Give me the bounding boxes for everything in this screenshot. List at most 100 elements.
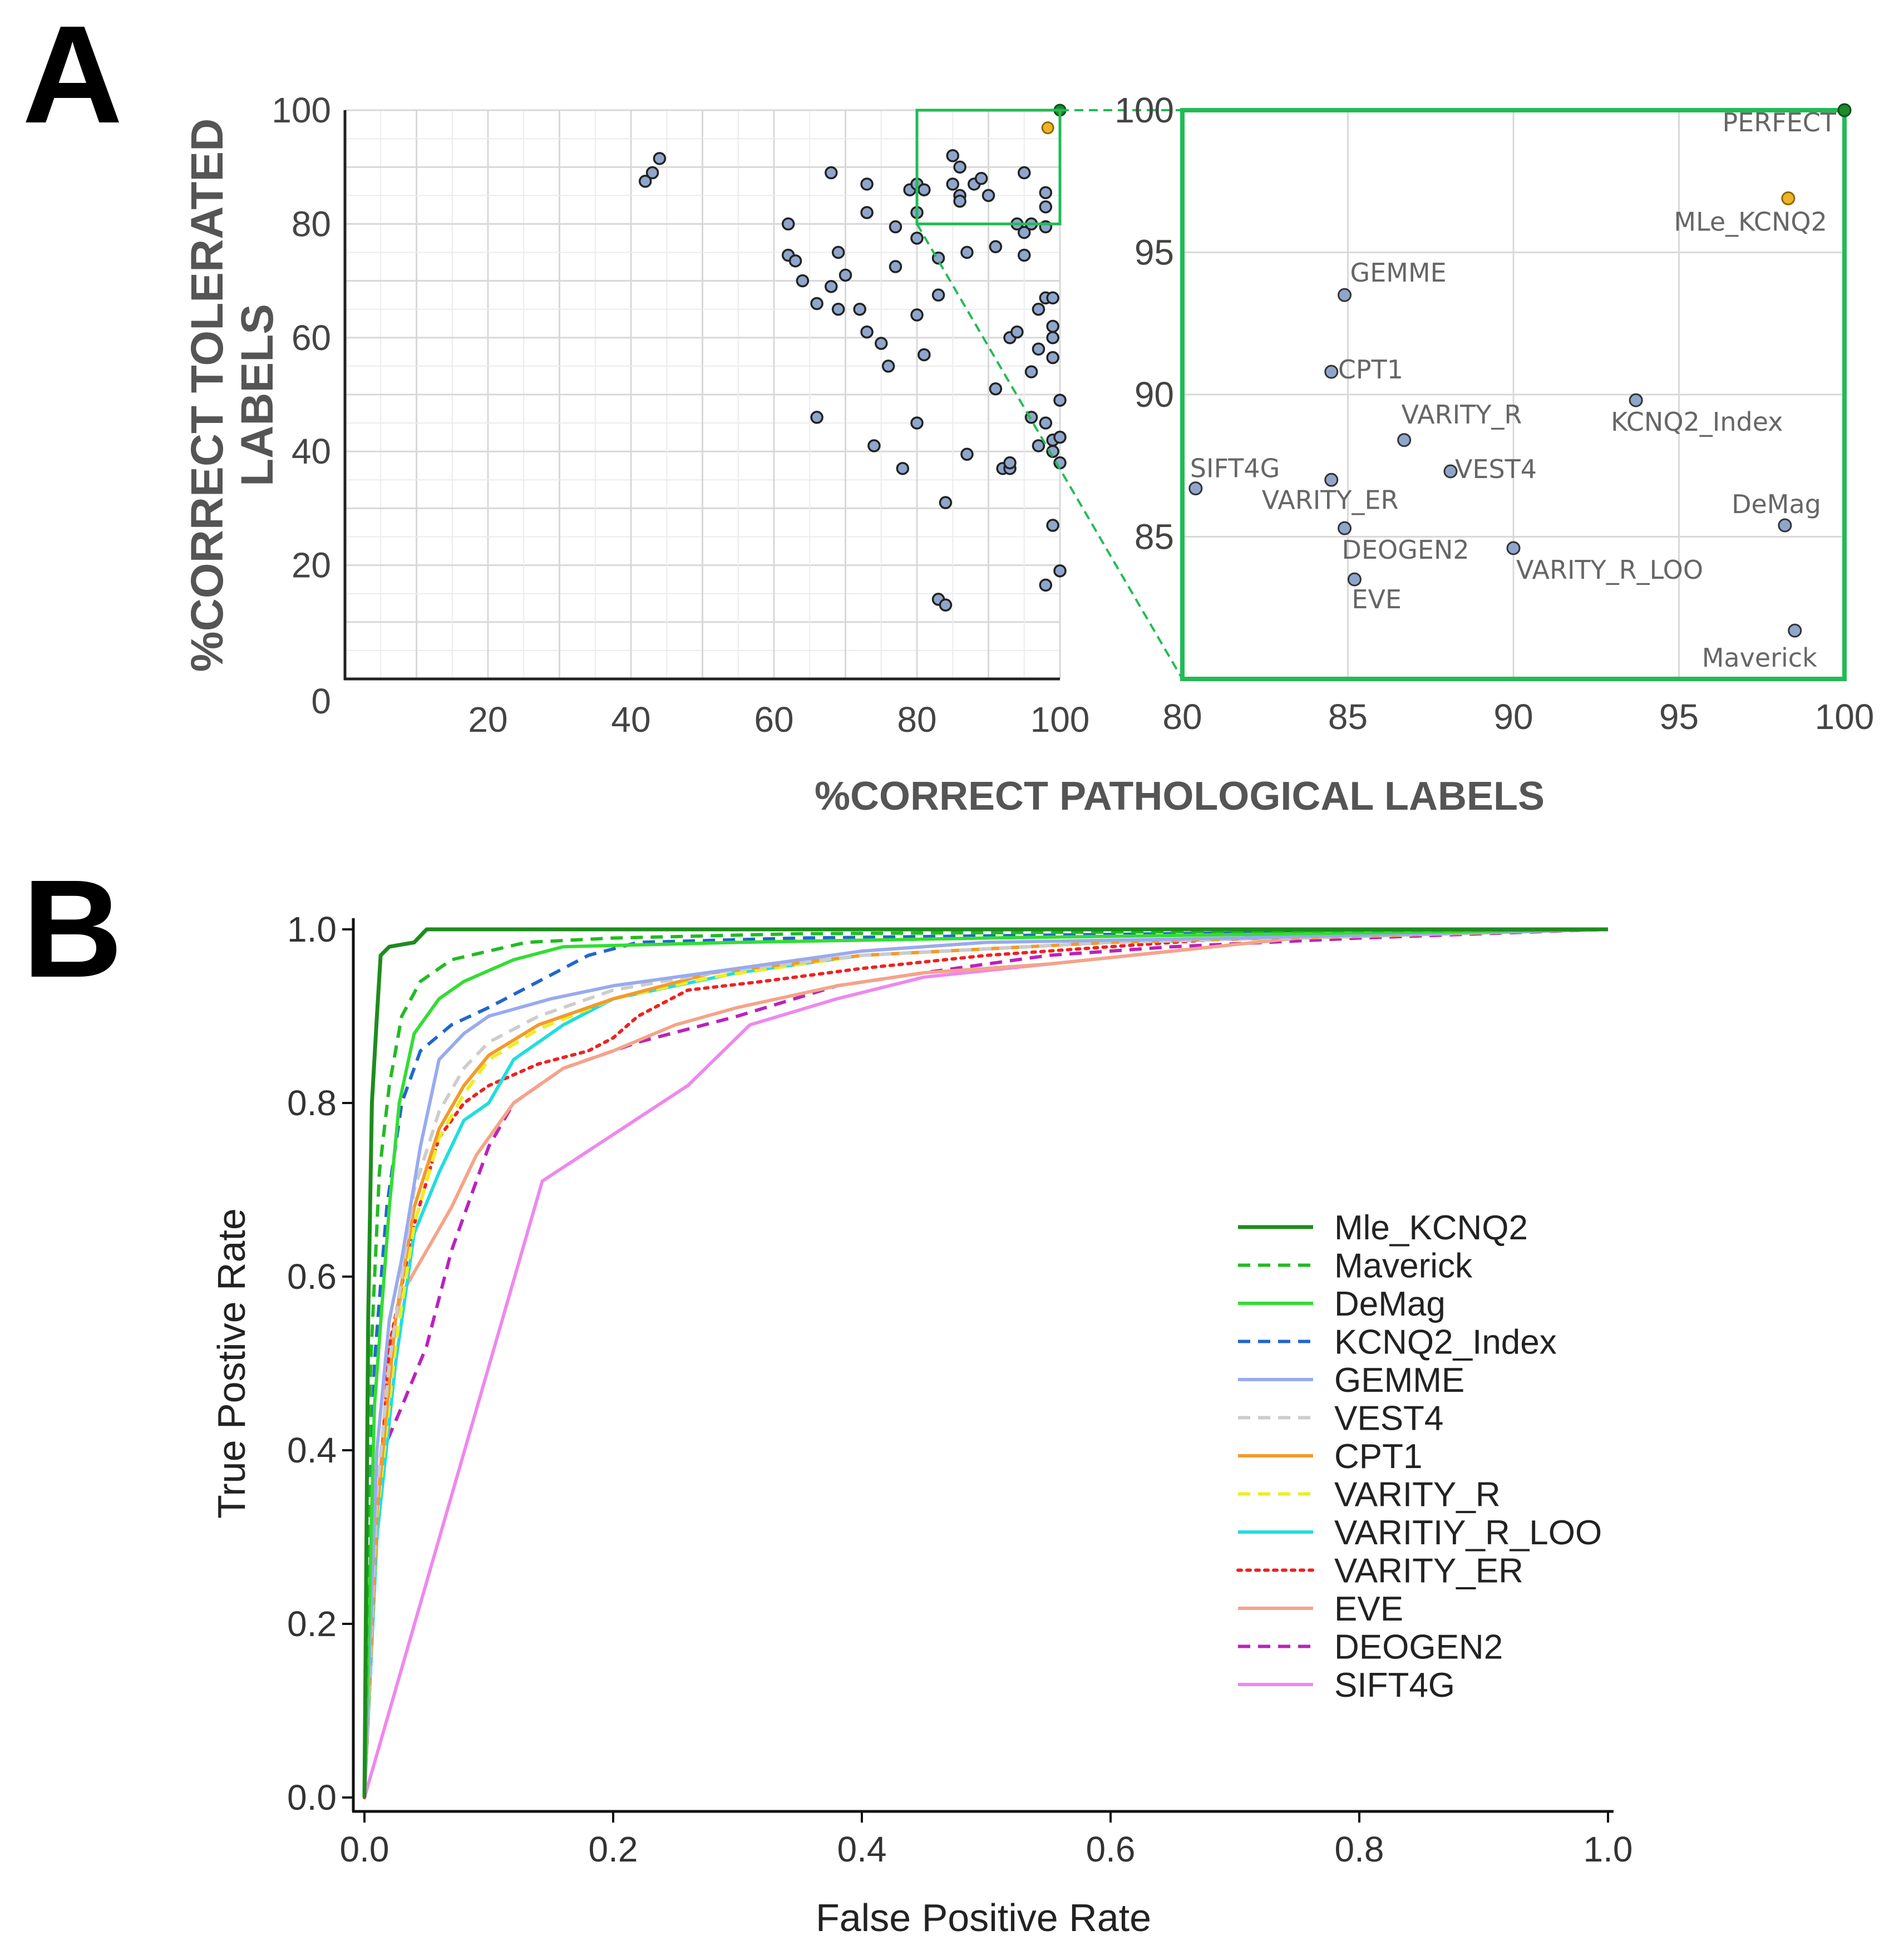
zoom-point-label: KCNQ2_Index — [1611, 407, 1783, 437]
scatter-point — [974, 171, 988, 185]
zoom-point-label: VARITY_R — [1402, 400, 1522, 430]
y-tick-label: 20 — [292, 545, 331, 585]
scatter-point — [889, 260, 902, 273]
scatter-point — [1039, 578, 1053, 592]
scatter-point — [960, 447, 974, 461]
y-tick-label: 0.6 — [287, 1257, 337, 1297]
scatter-point — [939, 496, 953, 509]
scatter-point — [953, 194, 966, 208]
x-tick-label: 1.0 — [1584, 1829, 1633, 1869]
scatter-point — [645, 166, 659, 180]
scatter-point — [1053, 564, 1067, 578]
zoom-point-varity-r-loo — [1506, 541, 1521, 555]
zoom-point-label: PERFECT — [1722, 107, 1836, 137]
zoom-region-box — [915, 109, 1062, 225]
y-tick-label: 80 — [292, 204, 331, 244]
x-tick-label: 95 — [1659, 697, 1699, 737]
x-axis-title: %CORRECT PATHOLOGICAL LABELS — [815, 774, 1545, 819]
scatter-point — [1046, 519, 1059, 532]
scatter-point — [946, 178, 959, 191]
x-axis-title: False Positive Rate — [816, 1896, 1151, 1939]
zoom-point-label: GEMME — [1350, 258, 1447, 288]
zoom-point-sift4g — [1188, 481, 1203, 496]
scatter-point — [788, 254, 802, 268]
y-tick-label: 1.0 — [287, 909, 337, 949]
legend-label: Maverick — [1334, 1247, 1473, 1286]
x-tick-label: 80 — [1162, 697, 1202, 737]
scatter-point — [881, 360, 895, 373]
scatter-point — [638, 175, 652, 188]
panel-b-roc-chart: 0.0 0.2 0.4 0.6 0.8 1.0 0.0 0.2 0.4 0.6 0.8 1.0 Fals… — [210, 909, 1632, 1939]
roc-curve-maverick — [363, 928, 1609, 1798]
scatter-point — [825, 280, 838, 293]
zoom-point-label: MLe_KCNQ2 — [1674, 206, 1827, 237]
scatter-point — [860, 206, 874, 219]
scatter-point-highlight — [1041, 121, 1054, 135]
legend-label: CPT1 — [1334, 1437, 1422, 1476]
scatter-point — [1039, 200, 1053, 214]
scatter-point — [1053, 393, 1067, 407]
scatter-point — [1032, 439, 1045, 452]
panel-label-b: B — [22, 851, 123, 1006]
y-axis-title: LABELS — [232, 304, 283, 486]
scatter-point — [896, 462, 910, 475]
zoom-point-label: SIFT4G — [1190, 454, 1280, 484]
zoom-point-label: VARITY_R_LOO — [1516, 555, 1703, 585]
scatter-point — [860, 325, 874, 339]
scatter-point — [1018, 248, 1031, 262]
scatter-point — [989, 240, 1003, 254]
zoom-point-demag — [1778, 518, 1792, 533]
y-tick-label: 0 — [311, 681, 331, 721]
scatter-point — [1003, 456, 1017, 470]
panel-a-main-scatter: 20 40 60 80 100 0 20 40 60 80 100 %CORRECT TOLERATE… — [182, 90, 1545, 819]
scatter-point — [1046, 351, 1059, 365]
zoom-point-label: VARITY_ER — [1262, 485, 1399, 515]
zoom-point-varity-r — [1397, 433, 1412, 447]
zoom-point-label: VEST4 — [1455, 454, 1537, 484]
zoom-point-label: Maverick — [1702, 643, 1817, 673]
panel-a-zoom-scatter: 80 85 90 95 100 85 90 95 100 PERFECT MLe_KCNQ2 GEMM… — [1114, 90, 1874, 737]
x-tick-label: 0.2 — [589, 1829, 638, 1869]
roc-curve-kcnq2-index — [363, 928, 1609, 1798]
legend-label: VARITY_R — [1334, 1476, 1501, 1514]
y-tick-label: 90 — [1135, 375, 1174, 415]
legend-label: VARITY_ER — [1334, 1552, 1523, 1590]
y-tick-label: 100 — [1114, 90, 1174, 130]
zoom-point-deogen2 — [1338, 521, 1352, 535]
scatter-point — [781, 217, 795, 231]
x-tick-label: 90 — [1493, 697, 1533, 737]
y-tick-label: 0.8 — [287, 1083, 337, 1123]
y-tick-label: 100 — [272, 90, 331, 130]
x-tick-label: 20 — [468, 700, 507, 740]
scatter-point — [839, 268, 852, 282]
x-tick-label: 100 — [1030, 700, 1090, 740]
y-tick-label: 0.4 — [287, 1430, 337, 1470]
zoom-connector-bottom — [916, 223, 1183, 680]
legend-label: DeMag — [1334, 1285, 1446, 1323]
scatter-point — [1053, 430, 1067, 444]
y-tick-label: 40 — [292, 431, 331, 471]
scatter-point — [960, 245, 974, 259]
scatter-point — [918, 348, 931, 362]
scatter-point — [796, 274, 810, 288]
legend-label: EVE — [1334, 1590, 1403, 1628]
legend-label: SIFT4G — [1334, 1666, 1455, 1705]
zoom-point-maverick — [1788, 623, 1802, 638]
legend-label: KCNQ2_Index — [1334, 1323, 1557, 1362]
x-tick-label: 0.6 — [1086, 1829, 1136, 1869]
scatter-point — [889, 220, 902, 234]
scatter-point — [831, 245, 845, 259]
scatter-point — [946, 149, 959, 162]
scatter-point — [1032, 342, 1045, 356]
x-tick-label: 80 — [897, 700, 936, 740]
scatter-point — [1024, 365, 1038, 378]
legend-label: GEMME — [1334, 1361, 1464, 1400]
y-tick-label: 95 — [1135, 233, 1174, 273]
scatter-point — [1046, 319, 1059, 333]
scatter-point — [989, 382, 1003, 396]
scatter-point — [653, 152, 667, 165]
x-tick-label: 40 — [611, 700, 650, 740]
scatter-point — [1046, 331, 1059, 344]
scatter-point — [853, 302, 866, 316]
scatter-point — [1010, 325, 1024, 339]
